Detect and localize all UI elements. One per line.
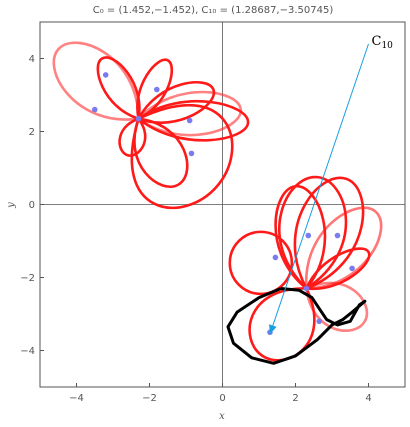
lower-right-circle-loop xyxy=(228,230,294,296)
chart-title: C₀ = (1.452,−1.452), C₁₀ = (1.28687,−3.5… xyxy=(93,5,334,16)
x-tick-label: −2 xyxy=(142,393,157,404)
lower-right-loop xyxy=(293,176,365,290)
center-point xyxy=(135,115,142,122)
c10-arrow-line xyxy=(269,43,369,335)
center-point xyxy=(102,72,109,78)
upper-left-loop xyxy=(136,58,174,120)
center-point xyxy=(186,117,193,124)
x-tick-label: −4 xyxy=(69,393,84,404)
center-point xyxy=(188,150,195,157)
center-point xyxy=(91,106,98,113)
upper-left-loop xyxy=(133,117,189,188)
center-point xyxy=(349,265,355,272)
y-tick-label: 0 xyxy=(29,200,35,211)
upper-left-loop xyxy=(52,41,140,121)
x-tick-label: 2 xyxy=(292,393,298,404)
center-point xyxy=(303,285,310,292)
final-curve xyxy=(226,286,367,365)
x-tick-label: 4 xyxy=(365,393,371,404)
lower-right-loop xyxy=(305,206,383,290)
red-curves xyxy=(52,41,383,362)
zero-axes xyxy=(40,22,405,387)
y-tick-label: 4 xyxy=(29,54,35,65)
final-black-curve xyxy=(226,286,367,365)
x-tick-label: 0 xyxy=(219,393,225,404)
center-point xyxy=(305,232,312,239)
center-point xyxy=(154,86,160,93)
x-axis-label: x xyxy=(219,411,225,422)
y-axis-label: y xyxy=(6,202,17,209)
center-point xyxy=(316,318,323,325)
upper-left-loop xyxy=(118,117,147,157)
c10-arrow-head xyxy=(269,324,277,335)
upper-left-loop xyxy=(137,99,250,142)
y-tick-label: −2 xyxy=(20,273,35,284)
tick-labels: −4 −2 0 2 4 −4 −2 0 2 4 xyxy=(20,54,371,404)
center-points xyxy=(91,72,355,336)
upper-left-loop xyxy=(137,81,216,124)
upper-left-loop xyxy=(137,90,243,137)
c10-label: C10 xyxy=(372,34,394,51)
center-point xyxy=(334,232,341,239)
upper-left-loop xyxy=(130,104,234,209)
lower-right-loop xyxy=(248,287,316,362)
y-tick-label: −4 xyxy=(20,346,35,357)
lower-right-loop xyxy=(274,184,327,290)
center-point xyxy=(272,254,279,261)
upper-left-loop xyxy=(96,56,141,120)
y-tick-label: 2 xyxy=(29,127,35,138)
